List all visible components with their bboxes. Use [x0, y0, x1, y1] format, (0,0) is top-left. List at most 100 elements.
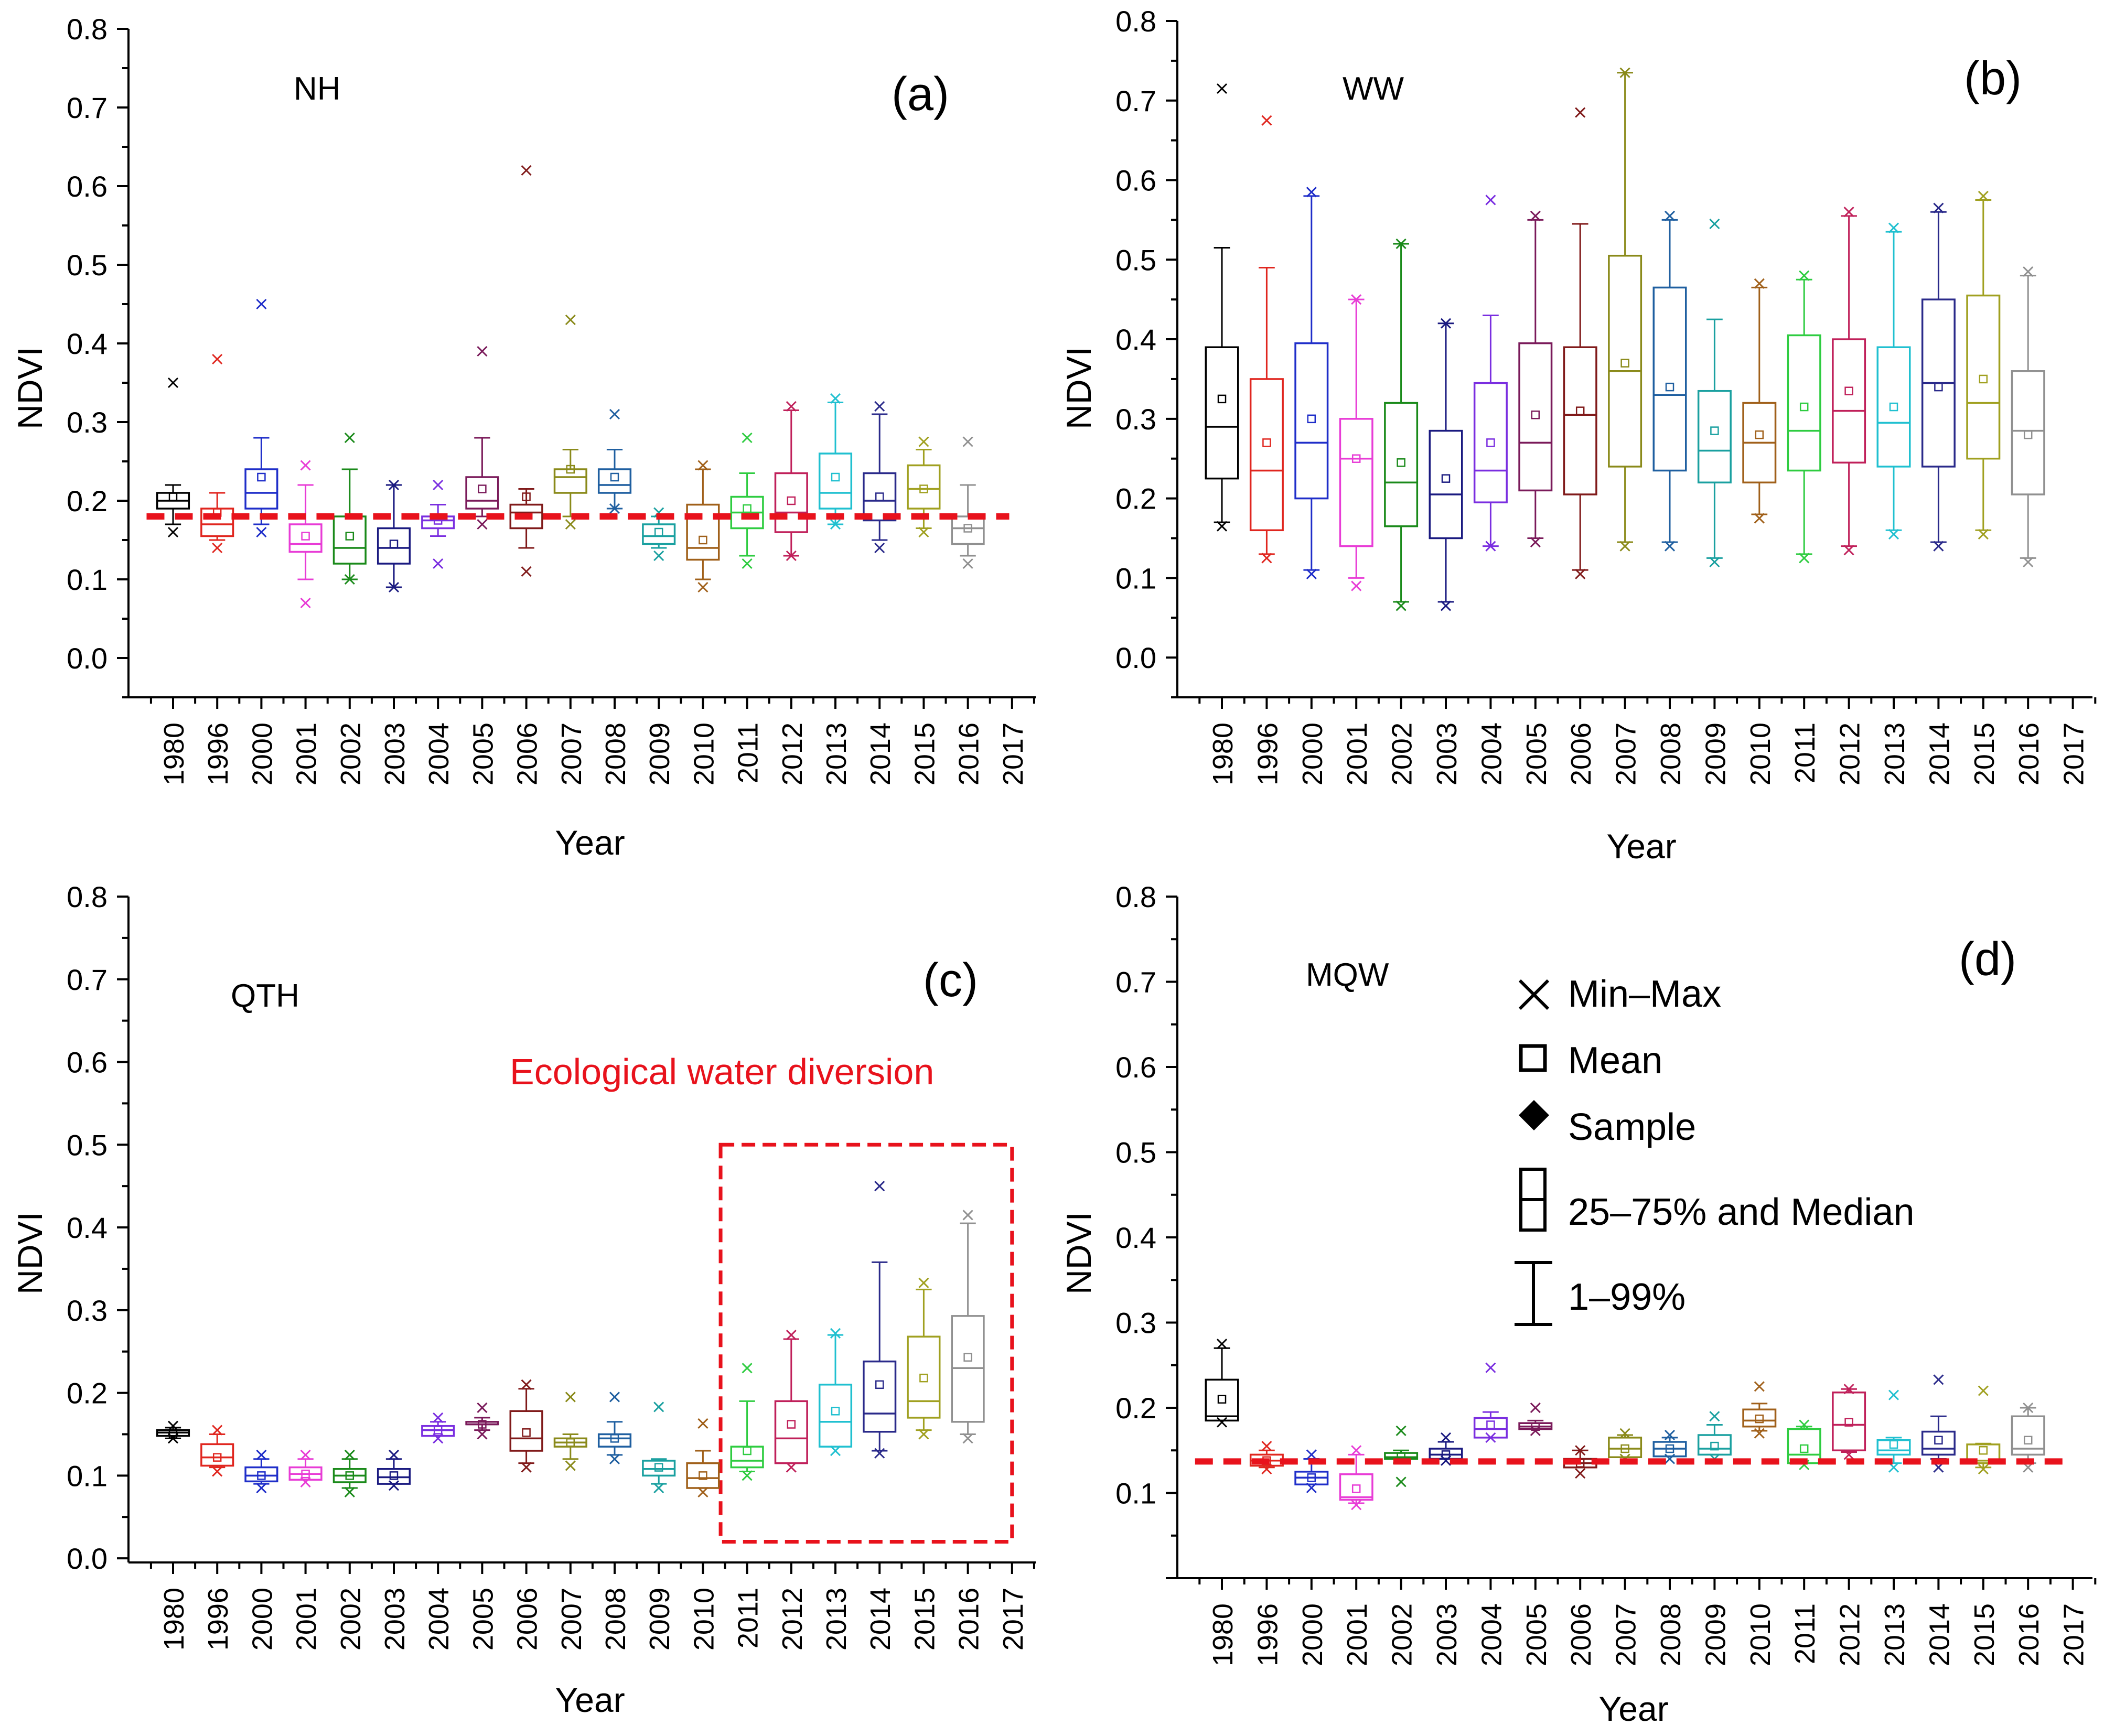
max-marker [1485, 1362, 1496, 1373]
x-tick-label: 2015 [909, 723, 940, 785]
x-tick-label: 2015 [1969, 723, 2000, 785]
cross-stroke [433, 479, 444, 491]
x-tick-label: 2011 [733, 1588, 764, 1648]
cross-stroke [742, 1470, 753, 1481]
panel-c-letter: (c) [923, 954, 978, 1007]
y-tick-label: 0.4 [67, 327, 108, 360]
box-2013 [818, 393, 853, 530]
mean-marker [2023, 430, 2033, 439]
cross-stroke [830, 1445, 841, 1457]
x-tick-label: 2003 [379, 723, 411, 785]
min-marker [1530, 1425, 1541, 1436]
max-marker [874, 401, 885, 412]
cross-stroke [212, 1466, 223, 1477]
iqr-box [1384, 402, 1419, 527]
panel-c-x-axis-title: Year [555, 1680, 625, 1719]
cross-stroke [1306, 187, 1317, 198]
min-marker [1261, 1463, 1272, 1475]
box-1996 [1249, 115, 1284, 564]
max-marker [433, 1412, 444, 1423]
y-tick-label: 0.4 [1115, 1221, 1156, 1254]
box-2008 [597, 408, 632, 514]
x-tick-label: 2006 [512, 723, 543, 785]
min-marker [477, 519, 488, 530]
cross-stroke [477, 346, 488, 357]
cross-stroke [1888, 1389, 1899, 1400]
cross-stroke [1799, 553, 1810, 564]
cross-stroke [1530, 210, 1541, 221]
iqr-box [244, 1466, 278, 1483]
max-marker [962, 436, 973, 447]
cross-stroke [1440, 600, 1452, 611]
cross-stroke [742, 558, 753, 569]
x-tick-label: 2001 [291, 1588, 323, 1651]
x-tick-label: 2013 [821, 723, 852, 785]
y-tick-label: 0.5 [67, 249, 108, 282]
cross-stroke [1306, 568, 1317, 579]
x-tick-label: 1980 [1207, 1603, 1239, 1666]
max-marker [256, 298, 267, 310]
mean-marker [743, 504, 752, 513]
y-tick-label: 0.3 [1115, 403, 1156, 436]
box-2008 [597, 1392, 632, 1464]
max-marker [697, 1418, 709, 1429]
cross-stroke [962, 1210, 973, 1221]
x-tick-label: 2007 [556, 723, 587, 785]
x-tick-label: 2014 [1924, 723, 1955, 785]
cross-stroke [1306, 1449, 1317, 1460]
cross-stroke [786, 1462, 797, 1473]
mean-marker [1307, 1473, 1316, 1482]
x-tick-label: 2003 [1431, 723, 1463, 785]
mean-marker [301, 1469, 310, 1479]
cross-stroke [962, 558, 973, 569]
min-marker [742, 1470, 753, 1481]
min-marker [1933, 541, 1944, 552]
y-tick-label: 0.3 [67, 406, 108, 439]
max-marker [609, 1392, 620, 1403]
max-marker [1440, 1432, 1452, 1443]
max-marker [1261, 1441, 1272, 1452]
iqr-box [200, 508, 234, 537]
box-2016 [951, 1210, 985, 1444]
mean-marker [1217, 394, 1227, 404]
y-tick-label: 0.6 [67, 170, 108, 203]
x-tick-label: 2000 [1297, 1603, 1328, 1666]
y-tick-label: 0.6 [1115, 1051, 1156, 1084]
max-marker [1799, 270, 1810, 281]
cross-stroke [1709, 1411, 1720, 1422]
cross-stroke [1485, 1362, 1496, 1373]
cross-stroke [212, 1425, 223, 1436]
mean-marker [345, 532, 355, 541]
mean-marker [919, 484, 928, 493]
iqr-box [200, 1443, 234, 1467]
min-marker [1978, 529, 1989, 540]
min-marker [521, 1462, 532, 1473]
min-marker [433, 558, 444, 569]
mean-marker [963, 524, 972, 533]
max-marker [1888, 222, 1899, 233]
min-marker [1485, 1432, 1496, 1443]
cross-stroke [1664, 541, 1676, 552]
panel-a-x-axis-title: Year [555, 823, 625, 862]
panel-c-site-label: QTH [231, 978, 299, 1014]
iqr-box [288, 523, 323, 553]
y-tick-label: 0.8 [67, 13, 108, 46]
x-tick-label: 2017 [2058, 1603, 2090, 1666]
x-tick-label: 2016 [2013, 723, 2045, 785]
cross-stroke [1261, 115, 1272, 126]
cross-stroke [433, 1412, 444, 1423]
max-marker [1530, 1402, 1541, 1414]
cross-stroke [300, 460, 311, 471]
min-marker [388, 1480, 400, 1491]
cross-stroke [1754, 278, 1765, 289]
min-marker [1530, 536, 1541, 548]
cross-stroke [212, 353, 223, 365]
legend-sample-icon [1519, 1100, 1549, 1130]
cross-stroke [521, 1462, 532, 1473]
x-tick-label: 2008 [600, 723, 631, 785]
x-tick-label: 2000 [1297, 723, 1328, 785]
legend-mean-icon [1519, 1044, 1547, 1072]
max-marker [1351, 294, 1362, 305]
x-tick-label: 2002 [1387, 1603, 1418, 1666]
cross-stroke [1530, 1402, 1541, 1414]
